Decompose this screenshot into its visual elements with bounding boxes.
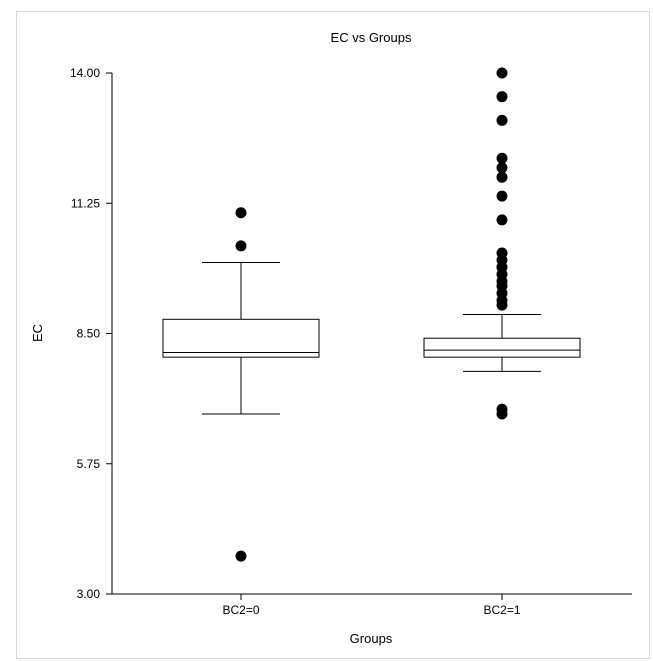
x-axis-label: Groups: [350, 631, 393, 646]
iqr-box: [423, 337, 581, 358]
x-tick-label: BC2=1: [483, 603, 520, 617]
y-tick-label: 3.00: [77, 587, 101, 601]
chart-marks: [162, 67, 581, 562]
y-axis-label: EC: [30, 324, 45, 342]
outlier-point: [496, 91, 508, 103]
outlier-point: [235, 550, 247, 562]
box-group-bc20: [162, 207, 320, 562]
chart-title: EC vs Groups: [331, 30, 412, 45]
outlier-point: [496, 214, 508, 226]
outlier-point: [496, 67, 508, 79]
outlier-point: [235, 207, 247, 219]
chart-frame: [16, 11, 650, 659]
outlier-point: [496, 299, 508, 311]
y-tick-label: 11.25: [71, 196, 100, 210]
outlier-point: [496, 114, 508, 126]
axes: 3.00 5.75 8.50 11.25 14.00 BC2=0 BC2=1: [70, 66, 632, 617]
y-tick-label: 8.50: [77, 327, 101, 341]
outlier-point: [235, 240, 247, 252]
outlier-point: [496, 162, 508, 174]
outlier-point: [496, 190, 508, 202]
outlier-point: [496, 408, 508, 420]
outlier-point: [496, 171, 508, 183]
iqr-box: [162, 318, 320, 358]
x-tick-label: BC2=0: [222, 603, 259, 617]
outlier-point: [496, 152, 508, 164]
y-tick-label: 5.75: [77, 457, 101, 471]
box-group-bc21: [423, 67, 581, 420]
y-tick-label: 14.00: [70, 66, 100, 80]
